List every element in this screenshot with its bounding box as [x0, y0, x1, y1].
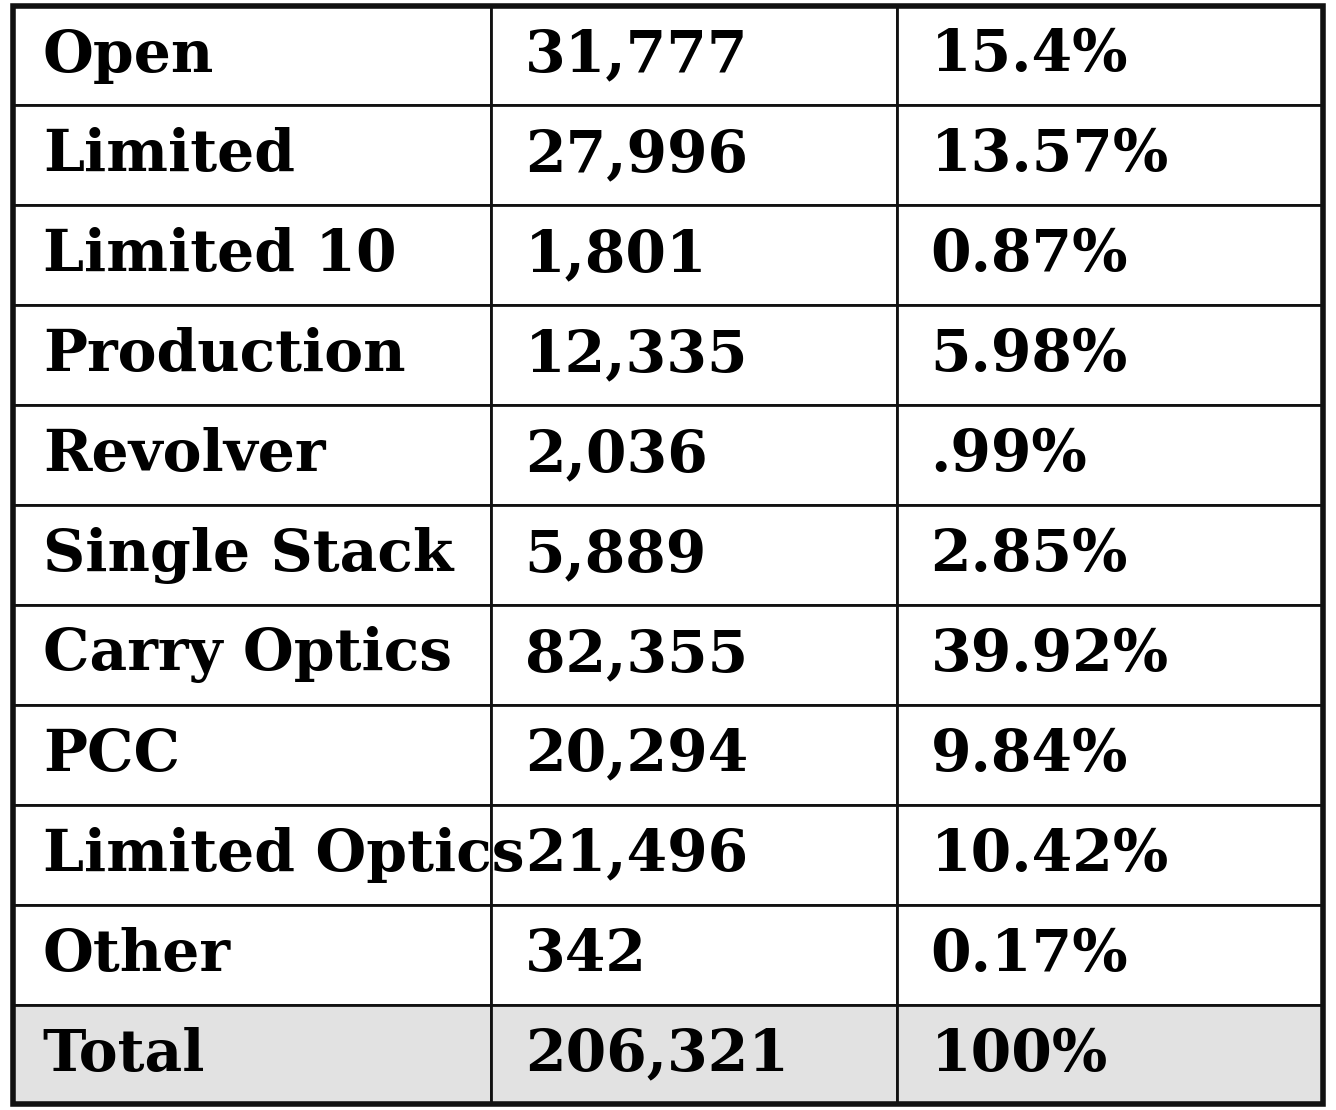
Bar [898, 1005, 1323, 1104]
Bar [898, 6, 1323, 105]
Text: 2,036: 2,036 [525, 427, 707, 483]
Text: Total: Total [43, 1027, 206, 1082]
Text: 21,496: 21,496 [525, 827, 748, 882]
Bar [898, 905, 1323, 1005]
Bar [492, 205, 898, 305]
Bar [13, 705, 492, 805]
Text: 342: 342 [525, 927, 647, 982]
Bar [492, 705, 898, 805]
Text: 5,889: 5,889 [525, 527, 707, 583]
Text: 2.85%: 2.85% [930, 527, 1128, 583]
Bar [492, 905, 898, 1005]
Bar [898, 105, 1323, 205]
Text: 39.92%: 39.92% [930, 627, 1169, 683]
Bar [898, 805, 1323, 905]
Text: Limited 10: Limited 10 [43, 228, 397, 283]
Bar [492, 305, 898, 405]
Text: Other: Other [43, 927, 231, 982]
Bar [13, 305, 492, 405]
Text: 13.57%: 13.57% [930, 128, 1169, 183]
Text: .99%: .99% [930, 427, 1088, 483]
Bar [13, 205, 492, 305]
Text: 206,321: 206,321 [525, 1027, 788, 1082]
Text: 15.4%: 15.4% [930, 28, 1128, 83]
Text: 9.84%: 9.84% [930, 727, 1128, 783]
Text: 5.98%: 5.98% [930, 327, 1128, 383]
Bar [898, 405, 1323, 505]
Text: Limited: Limited [43, 128, 295, 183]
Bar [492, 6, 898, 105]
Bar [13, 605, 492, 705]
Bar [898, 605, 1323, 705]
Text: 0.87%: 0.87% [930, 228, 1128, 283]
Text: Production: Production [43, 327, 405, 383]
Text: Single Stack: Single Stack [43, 526, 453, 584]
Bar [13, 1005, 492, 1104]
Bar [13, 105, 492, 205]
Bar [492, 1005, 898, 1104]
Text: Limited Optics: Limited Optics [43, 827, 524, 882]
Bar [898, 505, 1323, 605]
Text: PCC: PCC [43, 727, 180, 783]
Bar [492, 405, 898, 505]
Text: 1,801: 1,801 [525, 228, 707, 283]
Bar [492, 105, 898, 205]
Text: 20,294: 20,294 [525, 727, 748, 783]
Bar [492, 605, 898, 705]
Bar [898, 705, 1323, 805]
Bar [492, 505, 898, 605]
Text: 27,996: 27,996 [525, 128, 748, 183]
Text: 82,355: 82,355 [525, 627, 748, 683]
Bar [898, 305, 1323, 405]
Text: 0.17%: 0.17% [930, 927, 1128, 982]
Bar [13, 805, 492, 905]
Text: Revolver: Revolver [43, 427, 325, 483]
Bar [13, 6, 492, 105]
Text: 12,335: 12,335 [525, 327, 748, 383]
Text: 10.42%: 10.42% [930, 827, 1169, 882]
Bar [898, 205, 1323, 305]
Bar [13, 405, 492, 505]
Bar [13, 905, 492, 1005]
Text: 31,777: 31,777 [525, 28, 748, 83]
Text: Carry Optics: Carry Optics [43, 626, 452, 684]
Text: 100%: 100% [930, 1027, 1108, 1082]
Text: Open: Open [43, 28, 214, 83]
Bar [492, 805, 898, 905]
Bar [13, 505, 492, 605]
